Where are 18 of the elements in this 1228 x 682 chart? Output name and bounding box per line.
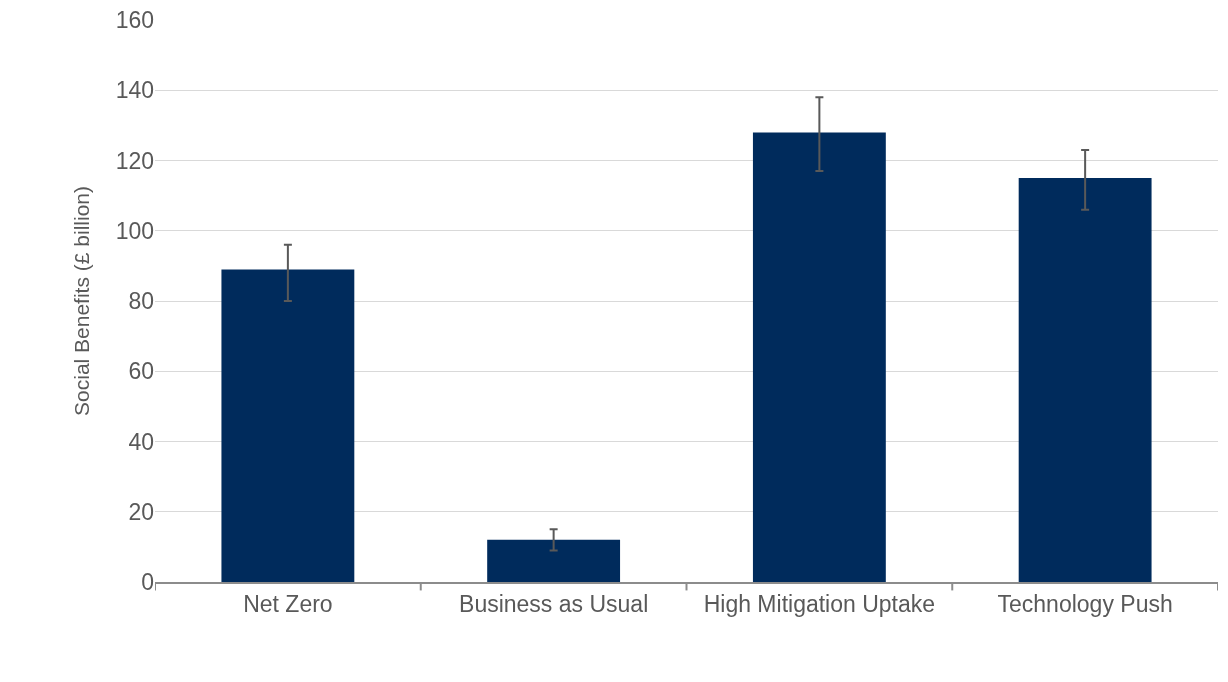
bar [1018, 178, 1152, 582]
x-tick-label: Technology Push [997, 590, 1173, 617]
y-tick-label: 20 [128, 498, 154, 525]
y-tick-label: 140 [115, 77, 154, 104]
bar [752, 132, 886, 582]
y-tick-label: 60 [128, 358, 154, 385]
x-tick-label: Business as Usual [459, 590, 649, 617]
y-tick-label: 100 [115, 217, 154, 244]
y-axis-title: Social Benefits (£ billion) [69, 186, 93, 416]
y-tick-label: 80 [128, 288, 154, 315]
bar [221, 269, 355, 582]
y-tick-label: 120 [115, 147, 154, 174]
bar [487, 539, 621, 582]
x-tick-label: Net Zero [243, 590, 333, 617]
y-tick-label: 0 [141, 569, 154, 596]
x-tick-label: High Mitigation Uptake [703, 590, 936, 617]
y-tick-label: 40 [128, 428, 154, 455]
y-tick-label: 160 [115, 7, 154, 34]
